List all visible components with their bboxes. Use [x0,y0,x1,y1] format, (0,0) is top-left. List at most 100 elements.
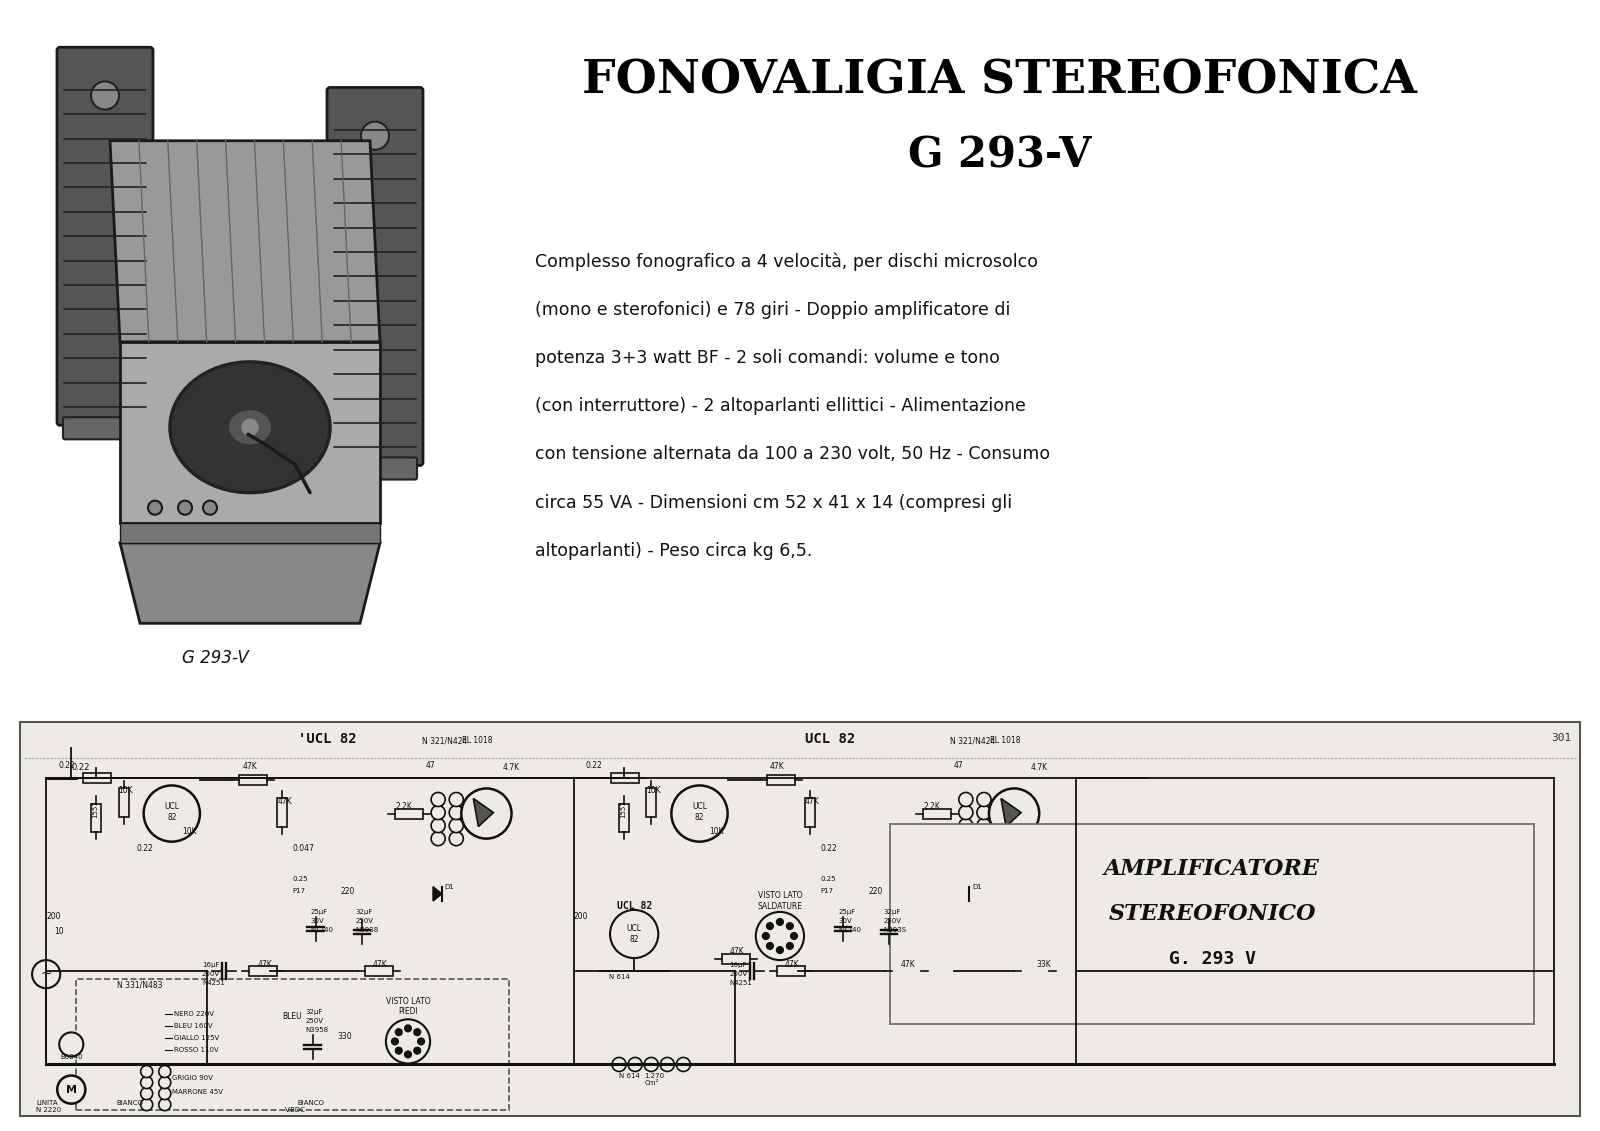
Text: N1240: N1240 [838,927,861,933]
Bar [722,955,750,964]
Circle shape [450,805,464,820]
Text: (mono e sterofonici) e 78 giri - Doppio amplificatore di: (mono e sterofonici) e 78 giri - Doppio … [534,301,1010,319]
Text: G 293-V: G 293-V [909,135,1091,176]
Circle shape [430,793,445,806]
Circle shape [776,918,784,925]
Text: UCL
82: UCL 82 [627,924,642,943]
Text: 2.2K: 2.2K [395,802,413,811]
Text: 47K: 47K [770,762,784,771]
Circle shape [450,831,464,846]
FancyBboxPatch shape [62,417,147,439]
Text: N4251: N4251 [730,981,752,986]
Polygon shape [120,543,381,623]
Text: altoparlanti) - Peso circa kg 6,5.: altoparlanti) - Peso circa kg 6,5. [534,542,813,560]
FancyBboxPatch shape [326,87,422,466]
Text: 0.25: 0.25 [293,875,307,882]
Circle shape [158,1098,171,1111]
Text: 32µF: 32µF [355,909,373,915]
Circle shape [141,1088,152,1099]
Text: 2.2K: 2.2K [923,802,941,811]
Text: 0.22: 0.22 [821,844,837,853]
Text: 10K: 10K [646,786,661,795]
Text: 1.270: 1.270 [645,1072,664,1079]
Circle shape [766,942,773,949]
Text: 10: 10 [54,927,64,936]
Text: STEREOFONICO: STEREOFONICO [1109,903,1315,925]
Circle shape [755,912,805,960]
Text: 0.22: 0.22 [136,844,154,853]
Bar [77,979,509,1110]
Text: 4.7K: 4.7K [1030,763,1048,772]
Text: GRIGIO 90V: GRIGIO 90V [171,1074,213,1080]
Circle shape [178,501,192,515]
Circle shape [203,501,218,515]
Text: potenza 3+3 watt BF - 2 soli comandi: volume e tono: potenza 3+3 watt BF - 2 soli comandi: vo… [534,348,1000,366]
Circle shape [242,420,258,435]
Text: 47K: 47K [786,960,800,969]
Ellipse shape [170,362,330,493]
Text: G. 293 V: G. 293 V [1168,950,1256,968]
Text: 47K: 47K [805,796,819,805]
Text: MARRONE 45V: MARRONE 45V [171,1088,222,1095]
Text: G 293-V: G 293-V [182,649,248,667]
Ellipse shape [230,412,270,443]
Circle shape [786,923,794,930]
Circle shape [362,122,389,149]
Text: 0.22: 0.22 [72,763,90,772]
Bar [118,788,128,817]
Bar [923,809,950,819]
Text: 30V: 30V [838,918,851,924]
Circle shape [158,1065,171,1078]
Circle shape [958,819,973,832]
Text: 250V: 250V [883,918,901,924]
Text: 47K: 47K [277,796,293,805]
Circle shape [450,819,464,832]
Text: 25µF: 25µF [310,909,328,915]
Text: 0.047: 0.047 [293,844,314,853]
Circle shape [414,1029,421,1036]
Circle shape [461,788,512,839]
Bar [778,966,805,976]
Text: 200: 200 [574,912,589,921]
Bar [91,803,101,831]
Text: N 331/N483: N 331/N483 [117,981,162,990]
Circle shape [392,1038,398,1045]
Polygon shape [962,887,970,901]
Text: circa 55 VA - Dimensioni cm 52 x 41 x 14 (compresi gli: circa 55 VA - Dimensioni cm 52 x 41 x 14… [534,493,1013,511]
Polygon shape [110,140,381,342]
Bar [277,798,288,827]
Text: 220: 220 [341,887,355,896]
Circle shape [790,932,797,940]
Circle shape [395,1047,402,1054]
Text: AMPLIFICATORE: AMPLIFICATORE [1104,857,1320,880]
Bar [893,966,920,976]
Text: UCL 82: UCL 82 [805,732,856,746]
Bar [250,966,277,976]
Text: N 2220: N 2220 [37,1106,61,1113]
Bar [619,803,629,831]
Bar [365,966,394,976]
Bar [83,774,112,784]
Bar [805,798,814,827]
Circle shape [672,785,728,841]
Circle shape [418,1038,424,1045]
Text: N 614: N 614 [610,974,630,981]
Text: V.BDC: V.BDC [285,1106,306,1113]
Text: N3958: N3958 [306,1027,328,1034]
Text: 0.22: 0.22 [586,761,603,770]
Bar [891,823,1534,1025]
Bar [1021,966,1050,976]
Bar [238,776,267,785]
Text: 0.22: 0.22 [58,761,75,770]
Text: 1557: 1557 [93,800,98,818]
Bar [646,788,656,817]
Polygon shape [120,342,381,523]
Text: D1: D1 [445,883,454,890]
Circle shape [610,910,658,958]
Text: N 614: N 614 [619,1072,640,1079]
Text: 47: 47 [426,761,435,770]
Circle shape [958,831,973,846]
Bar [395,809,422,819]
Circle shape [405,1025,411,1031]
Circle shape [450,793,464,806]
